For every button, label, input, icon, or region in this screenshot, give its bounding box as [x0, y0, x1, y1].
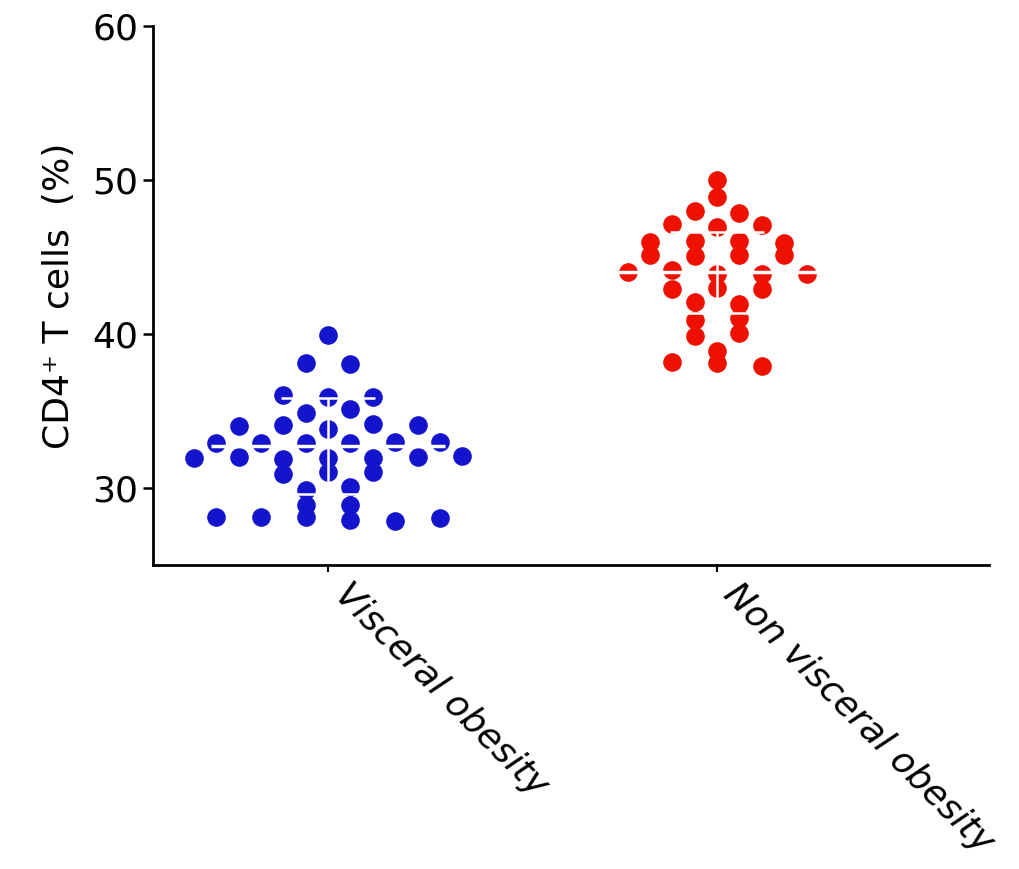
Point: [298, 510, 314, 524]
Point: [298, 406, 314, 420]
Point: [253, 509, 269, 523]
Point: [409, 450, 425, 464]
Point: [731, 311, 747, 325]
Point: [775, 236, 792, 250]
Point: [453, 448, 470, 462]
Point: [753, 282, 769, 295]
Point: [775, 249, 792, 262]
Point: [298, 498, 314, 512]
Point: [342, 402, 359, 416]
Point: [298, 483, 314, 497]
Point: [431, 511, 447, 525]
Point: [230, 419, 247, 433]
Point: [431, 435, 447, 449]
Point: [342, 513, 359, 527]
Point: [342, 356, 359, 370]
Point: [731, 326, 747, 340]
Point: [364, 390, 380, 404]
Point: [364, 465, 380, 479]
Point: [686, 249, 702, 262]
Point: [753, 218, 769, 232]
Point: [686, 295, 702, 308]
Point: [275, 467, 291, 481]
Point: [753, 359, 769, 373]
Point: [364, 417, 380, 431]
Point: [731, 235, 747, 249]
Point: [409, 418, 425, 432]
Point: [320, 390, 336, 404]
Point: [320, 466, 336, 480]
Point: [275, 388, 291, 402]
Point: [708, 344, 725, 358]
Point: [663, 263, 680, 277]
Point: [275, 452, 291, 466]
Point: [708, 173, 725, 187]
Point: [208, 436, 224, 450]
Point: [731, 206, 747, 220]
Point: [663, 282, 680, 295]
Point: [663, 217, 680, 231]
Point: [342, 481, 359, 494]
Point: [208, 509, 224, 523]
Point: [708, 268, 725, 282]
Point: [298, 436, 314, 450]
Point: [320, 451, 336, 465]
Point: [185, 451, 202, 465]
Point: [753, 267, 769, 281]
Point: [320, 328, 336, 342]
Point: [298, 355, 314, 369]
Point: [253, 436, 269, 450]
Point: [320, 421, 336, 435]
Point: [619, 265, 635, 279]
Point: [641, 248, 657, 262]
Point: [798, 268, 814, 282]
Point: [342, 435, 359, 449]
Point: [386, 514, 403, 527]
Point: [708, 190, 725, 204]
Point: [386, 434, 403, 448]
Point: [708, 221, 725, 235]
Point: [731, 248, 747, 262]
Point: [708, 282, 725, 295]
Point: [230, 449, 247, 463]
Point: [686, 204, 702, 218]
Point: [731, 297, 747, 311]
Point: [663, 355, 680, 369]
Point: [686, 328, 702, 342]
Point: [364, 451, 380, 465]
Point: [342, 498, 359, 512]
Point: [641, 235, 657, 249]
Point: [686, 313, 702, 327]
Point: [708, 356, 725, 370]
Y-axis label: CD4⁺ T cells  (%): CD4⁺ T cells (%): [42, 143, 75, 448]
Point: [686, 235, 702, 249]
Point: [275, 418, 291, 432]
